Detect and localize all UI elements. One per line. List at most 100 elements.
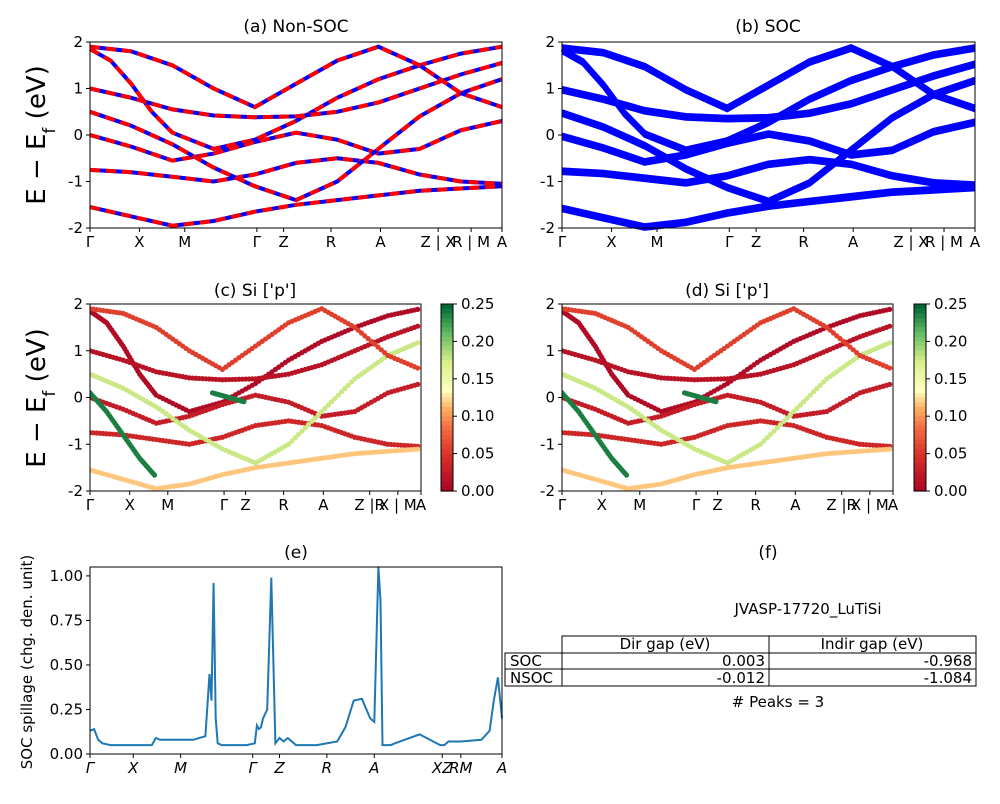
colorbar-segment [441, 332, 453, 338]
band-line-soc [561, 118, 976, 164]
x-tick-label: Γ [253, 233, 262, 251]
x-tick-label: A [375, 233, 386, 251]
y-tick-label: 0 [545, 126, 555, 144]
band-point [797, 402, 803, 408]
band-point [295, 431, 302, 438]
band-line-soc [561, 155, 976, 187]
band-point [774, 425, 780, 431]
colorbar-segment [441, 476, 453, 483]
band-line-soc-split [561, 65, 976, 123]
colorbar-segment [441, 327, 453, 333]
band-point [286, 441, 292, 447]
x-tick-label: Γ [86, 233, 95, 251]
colorbar-segment [914, 392, 926, 399]
colorbar-segment [914, 486, 926, 492]
x-tick-label: R [278, 496, 288, 514]
colorbar-segment [441, 467, 453, 473]
row-nsoc-indir: -1.084 [924, 669, 972, 687]
panel-a-bands [89, 44, 503, 228]
colorbar-segment [914, 481, 926, 487]
colorbar-segment [441, 318, 453, 324]
band-point [771, 428, 777, 434]
ylabel-spillage: SOC spillage (chg. den. unit) [18, 555, 36, 770]
row-nsoc-dir: -0.012 [717, 669, 765, 687]
x-tick-label: A [888, 496, 899, 514]
row-nsoc-label: NSOC [510, 669, 553, 687]
colorbar-segment [914, 374, 926, 380]
band-point [887, 323, 893, 329]
colorbar-segment [914, 430, 926, 436]
panel-e-title: (e) [284, 543, 308, 563]
colorbar-segment [441, 397, 453, 403]
colorbar-segment [441, 388, 453, 394]
x-tick-label: Z | X [893, 233, 928, 251]
band-point [322, 405, 328, 411]
band-point [791, 408, 797, 415]
material-id: JVASP-17720_LuTiSi [733, 600, 881, 619]
y-tick-label: -2 [68, 219, 83, 237]
band-line-red [89, 156, 503, 186]
band-point [415, 323, 421, 329]
panel-d-bands [562, 306, 893, 491]
band-line-soc [561, 60, 976, 120]
colorbar-segment [441, 322, 453, 328]
band-line-red [89, 60, 503, 120]
colorbar-frame [913, 303, 927, 492]
band-point [804, 395, 810, 402]
colorbar-segment [441, 346, 453, 352]
colorbar-segment [441, 472, 453, 478]
band-point [302, 425, 308, 431]
band-point [758, 441, 764, 447]
band-point [345, 382, 351, 388]
colorbar-tick-label: 0.15 [934, 370, 967, 388]
y-tick-label: 0.50 [50, 656, 83, 674]
x-tick-label: Γ [558, 496, 567, 514]
row-soc-label: SOC [510, 652, 542, 670]
x-tick-label: A [368, 759, 379, 777]
colorbar-segment [914, 420, 926, 427]
colorbar-segment [441, 350, 453, 357]
y-tick-label: 0.75 [50, 611, 83, 629]
colorbar-segment [914, 383, 926, 389]
colorbar-segment [914, 416, 926, 422]
band-point [767, 431, 774, 438]
y-tick-label: 2 [73, 295, 83, 313]
scatter-points [562, 306, 893, 491]
y-tick-label: -1 [68, 435, 83, 453]
panel-f-title: (f) [758, 543, 777, 563]
colorbar-segment [914, 308, 926, 314]
colorbar-tick-label: 0.00 [934, 482, 967, 500]
y-tick-label: -1 [540, 173, 555, 191]
y-tick-label: -2 [68, 482, 83, 500]
colorbar-segment [441, 439, 453, 445]
band-point [784, 415, 790, 421]
panel-e-frame [89, 566, 503, 755]
band-point [312, 415, 318, 421]
colorbar-segment [914, 318, 926, 324]
colorbar-segment [441, 481, 453, 487]
colorbar-segment [914, 476, 926, 483]
x-tick-label: R [798, 233, 808, 251]
band-line-soc [561, 44, 976, 110]
x-tick-label: Γ [692, 496, 701, 514]
y-tick-label: 0.25 [50, 700, 83, 718]
band-point [887, 381, 893, 388]
band-point [342, 386, 348, 392]
ylabel-top-unit: (eV) [22, 65, 52, 127]
colorbar-segment [441, 486, 453, 492]
colorbar-segment [914, 402, 926, 408]
colorbar-segment [914, 360, 926, 366]
colorbar-segment [914, 467, 926, 473]
band-line-soc-split [561, 81, 976, 206]
header-dir-gap: Dir gap (eV) [620, 635, 711, 653]
band-point [781, 418, 787, 424]
x-tick-label: X [606, 233, 616, 251]
x-tick-label: Z [712, 496, 722, 514]
panel-c-colorbar: 0.25 0.20 0.15 0.10 0.05 0.00 [440, 295, 494, 500]
colorbar-tick-label: 0.15 [461, 370, 494, 388]
x-tick-label: XZ [431, 759, 453, 777]
band-point [335, 392, 341, 398]
